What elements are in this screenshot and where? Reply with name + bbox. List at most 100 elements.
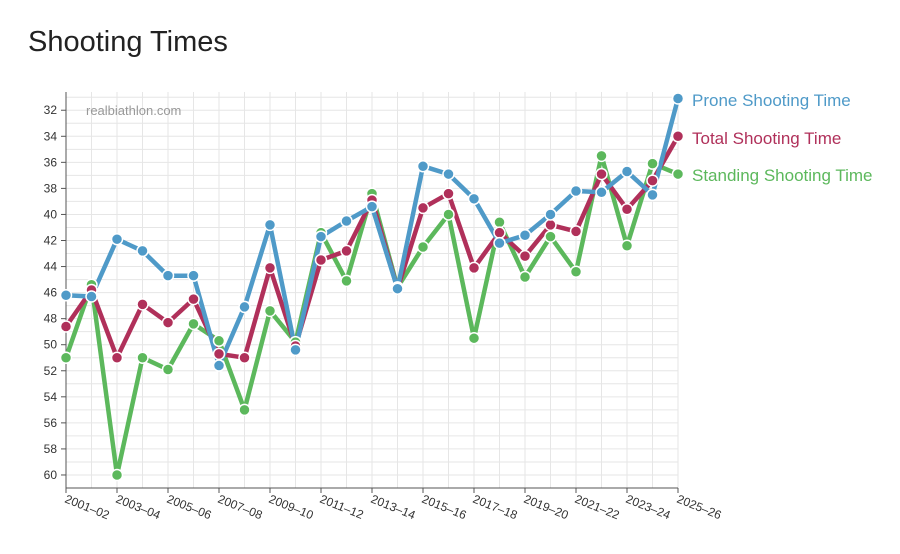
standing-shooting-time-point[interactable] [544, 230, 557, 243]
prone-shooting-time-point[interactable] [416, 160, 430, 173]
standing-shooting-time-point[interactable] [493, 216, 506, 229]
standing-shooting-time-point[interactable] [238, 403, 251, 417]
total-shooting-time-point[interactable] [518, 249, 532, 263]
standing-shooting-time-point[interactable] [212, 334, 226, 348]
chart-title: Shooting Times [28, 26, 228, 58]
y-tick-label: 50 [44, 338, 58, 352]
prone-shooting-time-point[interactable] [340, 214, 353, 228]
prone-shooting-time-point[interactable] [136, 244, 149, 258]
total-shooting-time-point[interactable] [595, 167, 608, 181]
prone-shooting-time-point[interactable] [289, 343, 302, 357]
prone-shooting-time-point[interactable] [620, 165, 634, 178]
standing-shooting-time-point[interactable] [467, 331, 481, 345]
standing-shooting-time-point[interactable] [340, 274, 353, 288]
prone-shooting-time-point[interactable] [671, 92, 685, 105]
x-tick-label: 2003–04 [114, 492, 163, 523]
standing-shooting-time-point[interactable] [263, 304, 277, 318]
x-tick-label: 2021–22 [573, 492, 622, 523]
prone-shooting-time-point[interactable] [238, 300, 251, 314]
total-shooting-time-point[interactable] [442, 187, 455, 200]
y-axis-ticks: 32 34 36 38 40 42 44 46 48 50 52 54 56 58 60 [44, 103, 66, 482]
y-tick-label: 44 [44, 260, 58, 274]
vertical-gridlines [65, 92, 679, 488]
y-tick-label: 34 [44, 129, 58, 143]
total-shooting-time-point[interactable] [187, 292, 200, 306]
x-tick-label: 2007–08 [216, 492, 265, 523]
legend-item[interactable]: Prone Shooting Time [692, 91, 851, 110]
total-shooting-time-point[interactable] [263, 261, 277, 275]
total-shooting-time-point[interactable] [671, 130, 685, 143]
y-tick-label: 36 [44, 155, 58, 169]
x-axis-ticks: 2001–02 2003–04 2005–06 2007–08 2009–10 2011–… [63, 488, 724, 522]
y-tick-label: 32 [44, 103, 58, 117]
standing-shooting-time-point[interactable] [161, 363, 175, 376]
prone-shooting-time-point[interactable] [391, 282, 404, 295]
standing-shooting-time-point[interactable] [136, 351, 149, 364]
y-tick-label: 54 [44, 390, 58, 404]
prone-shooting-time-point[interactable] [493, 236, 506, 250]
prone-shooting-time-point[interactable] [442, 167, 455, 181]
standing-shooting-time-point[interactable] [416, 240, 430, 254]
total-shooting-time-point[interactable] [110, 351, 124, 364]
x-tick-label: 2013–14 [369, 492, 418, 523]
prone-shooting-time-point[interactable] [544, 208, 557, 221]
y-tick-label: 42 [44, 234, 58, 248]
total-shooting-time-point[interactable] [467, 261, 481, 275]
prone-shooting-time-point[interactable] [161, 269, 175, 282]
y-tick-label: 52 [44, 364, 58, 378]
total-shooting-time-point[interactable] [59, 320, 73, 333]
y-tick-label: 58 [44, 442, 58, 456]
standing-shooting-time-point[interactable] [518, 270, 532, 284]
prone-shooting-time-point[interactable] [467, 192, 481, 206]
x-tick-label: 2011–12 [318, 492, 366, 522]
y-tick-label: 46 [44, 286, 58, 300]
y-tick-label: 48 [44, 312, 58, 326]
credit-text: realbiathlon.com [86, 103, 181, 118]
prone-shooting-time-point[interactable] [365, 200, 379, 213]
total-shooting-time-point[interactable] [569, 225, 583, 238]
prone-shooting-time-point[interactable] [187, 269, 200, 282]
x-tick-label: 2005–06 [165, 492, 214, 523]
prone-shooting-time-point[interactable] [569, 184, 583, 198]
standing-shooting-time-point[interactable] [59, 351, 73, 364]
legend-item[interactable]: Total Shooting Time [692, 129, 841, 148]
standing-shooting-time-point[interactable] [646, 157, 659, 170]
prone-shooting-time-point[interactable] [646, 188, 659, 202]
x-tick-label: 2019–20 [522, 492, 571, 523]
standing-shooting-time-point[interactable] [442, 208, 455, 221]
x-tick-label: 2025–26 [675, 492, 724, 523]
prone-shooting-time-point[interactable] [314, 230, 328, 243]
standing-shooting-time-point[interactable] [595, 149, 608, 163]
total-shooting-time-point[interactable] [620, 202, 634, 216]
x-tick-label: 2009–10 [267, 492, 316, 523]
prone-shooting-time-point[interactable] [85, 290, 98, 303]
y-tick-label: 60 [44, 468, 58, 482]
x-tick-label: 2017–18 [471, 492, 520, 523]
standing-shooting-time-point[interactable] [569, 265, 583, 279]
prone-shooting-time-point[interactable] [110, 232, 124, 246]
prone-shooting-time-point[interactable] [59, 288, 73, 302]
total-shooting-time-point[interactable] [544, 218, 557, 232]
total-shooting-time-point[interactable] [238, 351, 251, 364]
total-shooting-time-point[interactable] [646, 174, 659, 187]
total-shooting-time-point[interactable] [161, 316, 175, 329]
standing-shooting-time-point[interactable] [110, 468, 124, 482]
standing-shooting-time-point[interactable] [671, 167, 685, 181]
standing-shooting-time-point[interactable] [187, 317, 200, 331]
legend-item[interactable]: Standing Shooting Time [692, 166, 873, 185]
total-shooting-time-point[interactable] [340, 244, 353, 258]
prone-shooting-time-point[interactable] [518, 229, 532, 242]
prone-shooting-time-point[interactable] [595, 186, 608, 199]
total-shooting-time-point[interactable] [314, 253, 328, 267]
total-shooting-time-point[interactable] [212, 347, 226, 361]
total-shooting-time-point[interactable] [416, 201, 430, 215]
total-shooting-time-point[interactable] [136, 298, 149, 311]
x-tick-label: 2015–16 [420, 492, 469, 523]
standing-shooting-time-point[interactable] [620, 239, 634, 252]
prone-shooting-time-point[interactable] [212, 359, 226, 372]
prone-shooting-time-point[interactable] [263, 218, 277, 232]
y-tick-label: 56 [44, 416, 58, 430]
total-shooting-time-point[interactable] [493, 226, 506, 239]
series-points [59, 92, 685, 482]
